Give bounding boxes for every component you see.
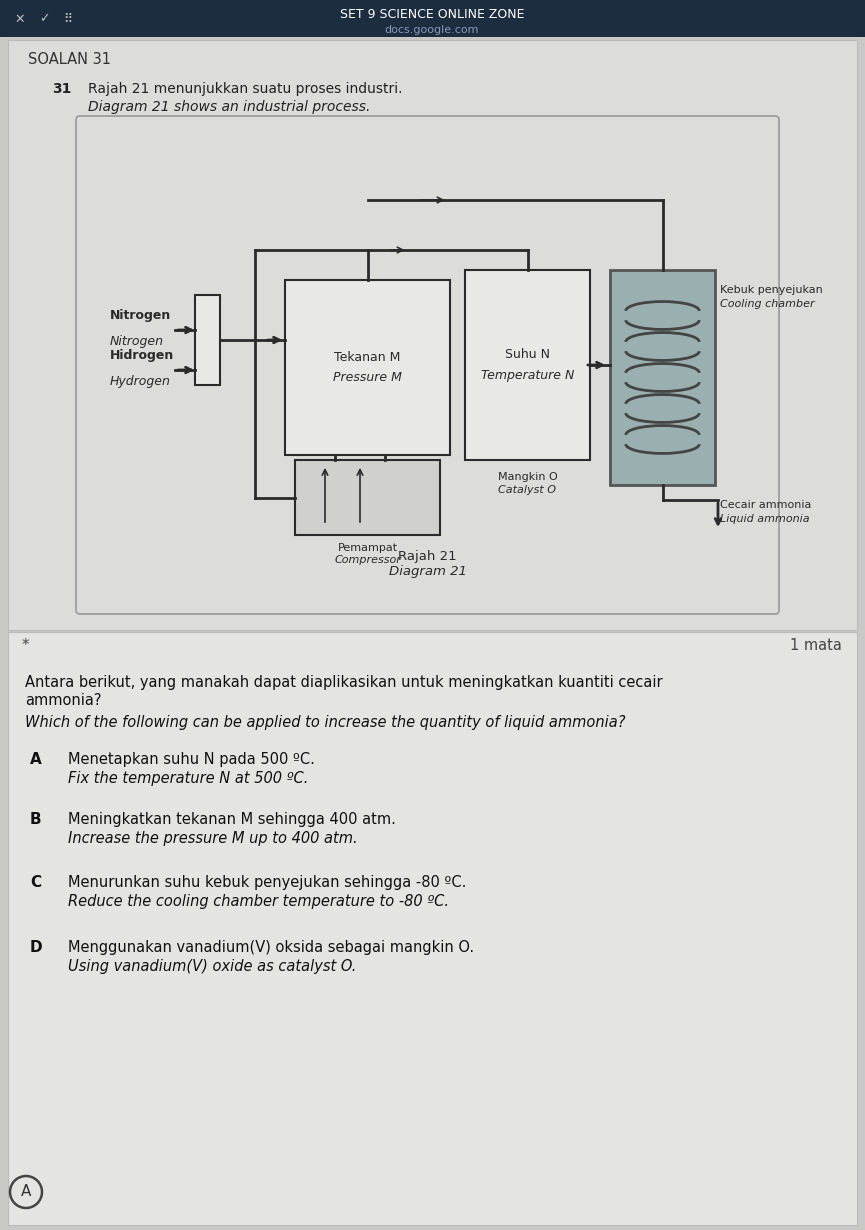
Text: Which of the following can be applied to increase the quantity of liquid ammonia: Which of the following can be applied to… xyxy=(25,715,625,729)
Text: Cooling chamber: Cooling chamber xyxy=(720,299,815,309)
Text: Pressure M: Pressure M xyxy=(333,371,402,384)
Text: Fix the temperature N at 500 ºC.: Fix the temperature N at 500 ºC. xyxy=(68,771,309,786)
Text: Nitrogen: Nitrogen xyxy=(110,309,171,322)
Text: SOALAN 31: SOALAN 31 xyxy=(28,52,111,66)
Bar xyxy=(8,41,857,630)
Text: C: C xyxy=(30,875,42,891)
Text: ⠿: ⠿ xyxy=(63,12,73,26)
Text: Reduce the cooling chamber temperature to -80 ºC.: Reduce the cooling chamber temperature t… xyxy=(68,894,449,909)
Text: Kebuk penyejukan: Kebuk penyejukan xyxy=(720,285,823,295)
Text: Temperature N: Temperature N xyxy=(481,369,574,381)
Text: A: A xyxy=(30,752,42,768)
Text: Rajah 21: Rajah 21 xyxy=(398,550,457,563)
Text: ammonia?: ammonia? xyxy=(25,692,101,708)
Text: Menggunakan vanadium(V) oksida sebagai mangkin O.: Menggunakan vanadium(V) oksida sebagai m… xyxy=(68,940,474,954)
Bar xyxy=(295,460,440,535)
Text: Nitrogen: Nitrogen xyxy=(110,335,164,348)
Text: Compressor: Compressor xyxy=(334,555,401,565)
Bar xyxy=(610,271,715,485)
Bar xyxy=(8,632,857,1225)
Text: Rajah 21 menunjukkan suatu proses industri.: Rajah 21 menunjukkan suatu proses indust… xyxy=(88,82,402,96)
Text: Liquid ammonia: Liquid ammonia xyxy=(720,514,810,524)
FancyBboxPatch shape xyxy=(76,116,779,614)
Text: Mangkin O: Mangkin O xyxy=(497,472,557,482)
Text: Catalyst O: Catalyst O xyxy=(498,485,556,494)
Text: 1 mata: 1 mata xyxy=(790,638,842,653)
Text: SET 9 SCIENCE ONLINE ZONE: SET 9 SCIENCE ONLINE ZONE xyxy=(340,9,524,21)
Text: Tekanan M: Tekanan M xyxy=(334,351,400,364)
Text: Diagram 21 shows an industrial process.: Diagram 21 shows an industrial process. xyxy=(88,100,370,114)
Text: D: D xyxy=(30,940,42,954)
Text: 31: 31 xyxy=(52,82,72,96)
Text: Meningkatkan tekanan M sehingga 400 atm.: Meningkatkan tekanan M sehingga 400 atm. xyxy=(68,812,396,827)
Text: Suhu N: Suhu N xyxy=(505,348,550,362)
Text: ✓: ✓ xyxy=(39,12,49,26)
Text: Hydrogen: Hydrogen xyxy=(110,375,171,387)
Text: Pemampat: Pemampat xyxy=(337,542,398,554)
Bar xyxy=(195,295,220,385)
Text: Menetapkan suhu N pada 500 ºC.: Menetapkan suhu N pada 500 ºC. xyxy=(68,752,315,768)
Text: Menurunkan suhu kebuk penyejukan sehingga -80 ºC.: Menurunkan suhu kebuk penyejukan sehingg… xyxy=(68,875,466,891)
Bar xyxy=(0,0,865,37)
Bar xyxy=(285,280,450,455)
Text: *: * xyxy=(22,638,29,653)
Text: Diagram 21: Diagram 21 xyxy=(388,565,466,578)
Text: Hidrogen: Hidrogen xyxy=(110,349,174,362)
Text: B: B xyxy=(30,812,42,827)
Text: A: A xyxy=(21,1184,31,1199)
Text: Increase the pressure M up to 400 atm.: Increase the pressure M up to 400 atm. xyxy=(68,831,357,846)
Text: Antara berikut, yang manakah dapat diaplikasikan untuk meningkatkan kuantiti cec: Antara berikut, yang manakah dapat diapl… xyxy=(25,675,663,690)
Text: Using vanadium(V) oxide as catalyst O.: Using vanadium(V) oxide as catalyst O. xyxy=(68,959,356,974)
Text: Cecair ammonia: Cecair ammonia xyxy=(720,501,811,510)
Text: docs.google.com: docs.google.com xyxy=(385,25,479,34)
Text: ✕: ✕ xyxy=(15,12,25,26)
Bar xyxy=(465,271,590,460)
